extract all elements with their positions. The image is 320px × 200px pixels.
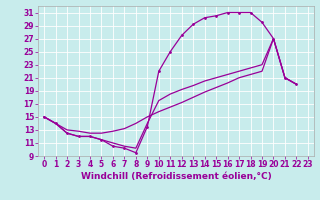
X-axis label: Windchill (Refroidissement éolien,°C): Windchill (Refroidissement éolien,°C) [81,172,271,181]
